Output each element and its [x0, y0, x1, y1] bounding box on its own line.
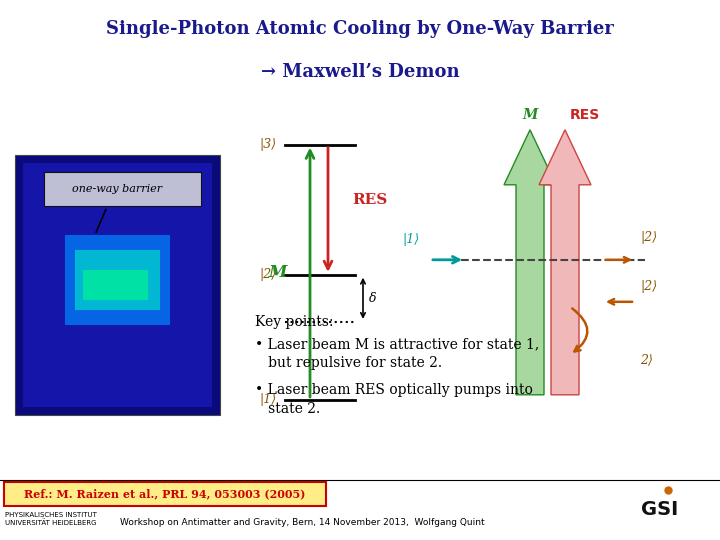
Text: RES: RES	[570, 108, 600, 122]
Bar	[65, 235, 170, 325]
Text: |2⟩: |2⟩	[260, 268, 277, 281]
Text: UNIVERSITÄT HEIDELBERG: UNIVERSITÄT HEIDELBERG	[5, 519, 96, 526]
Text: |2⟩: |2⟩	[640, 231, 657, 244]
Bar	[15, 155, 220, 415]
Bar	[75, 250, 160, 310]
FancyBboxPatch shape	[4, 482, 326, 506]
Text: PHYSIKALISCHES INSTITUT: PHYSIKALISCHES INSTITUT	[5, 512, 97, 518]
Text: one-way barrier: one-way barrier	[72, 184, 162, 194]
Text: M: M	[269, 264, 287, 281]
Text: |2⟩: |2⟩	[640, 280, 657, 293]
Text: δ: δ	[369, 292, 377, 305]
Text: Workshop on Antimatter and Gravity, Bern, 14 November 2013,  Wolfgang Quint: Workshop on Antimatter and Gravity, Bern…	[120, 518, 485, 528]
Text: M: M	[522, 108, 538, 122]
Text: Ref.: M. Raizen et al., PRL 94, 053003 (2005): Ref.: M. Raizen et al., PRL 94, 053003 (…	[24, 488, 306, 500]
Bar	[23, 163, 212, 407]
Bar	[83, 270, 148, 300]
FancyArrow shape	[539, 130, 591, 395]
Text: |3⟩: |3⟩	[260, 138, 277, 151]
Text: GSI: GSI	[642, 501, 679, 519]
Text: RES: RES	[352, 193, 387, 207]
Text: |1⟩: |1⟩	[403, 233, 420, 246]
Text: |1⟩: |1⟩	[260, 393, 277, 406]
Text: • Laser beam RES optically pumps into
   state 2.: • Laser beam RES optically pumps into st…	[255, 383, 533, 416]
FancyArrow shape	[504, 130, 556, 395]
Text: Single-Photon Atomic Cooling by One-Way Barrier: Single-Photon Atomic Cooling by One-Way …	[106, 21, 614, 38]
Text: Key points:: Key points:	[255, 315, 333, 329]
Text: 2⟩: 2⟩	[640, 353, 653, 366]
FancyBboxPatch shape	[44, 172, 201, 206]
Text: → Maxwell’s Demon: → Maxwell’s Demon	[261, 63, 459, 80]
Text: • Laser beam M is attractive for state 1,
   but repulsive for state 2.: • Laser beam M is attractive for state 1…	[255, 337, 539, 370]
